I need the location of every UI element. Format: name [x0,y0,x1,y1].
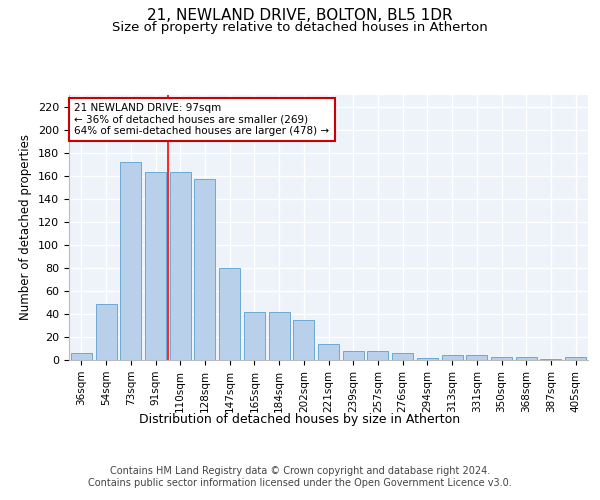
Bar [491,356,512,360]
Bar [244,312,265,360]
Bar [318,344,339,360]
Bar [367,351,388,360]
Bar [145,172,166,360]
Bar [343,351,364,360]
Text: Contains HM Land Registry data © Crown copyright and database right 2024.
Contai: Contains HM Land Registry data © Crown c… [88,466,512,487]
Bar [442,356,463,360]
Bar [71,353,92,360]
Bar [170,172,191,360]
Bar [466,356,487,360]
Text: 21, NEWLAND DRIVE, BOLTON, BL5 1DR: 21, NEWLAND DRIVE, BOLTON, BL5 1DR [147,8,453,22]
Text: Distribution of detached houses by size in Atherton: Distribution of detached houses by size … [139,412,461,426]
Bar [95,304,116,360]
Text: Size of property relative to detached houses in Atherton: Size of property relative to detached ho… [112,21,488,34]
Bar [541,359,562,360]
Bar [565,356,586,360]
Bar [417,358,438,360]
Bar [269,312,290,360]
Text: 21 NEWLAND DRIVE: 97sqm
← 36% of detached houses are smaller (269)
64% of semi-d: 21 NEWLAND DRIVE: 97sqm ← 36% of detache… [74,103,329,136]
Bar [120,162,141,360]
Y-axis label: Number of detached properties: Number of detached properties [19,134,32,320]
Bar [293,320,314,360]
Bar [219,268,240,360]
Bar [392,353,413,360]
Bar [194,179,215,360]
Bar [516,356,537,360]
